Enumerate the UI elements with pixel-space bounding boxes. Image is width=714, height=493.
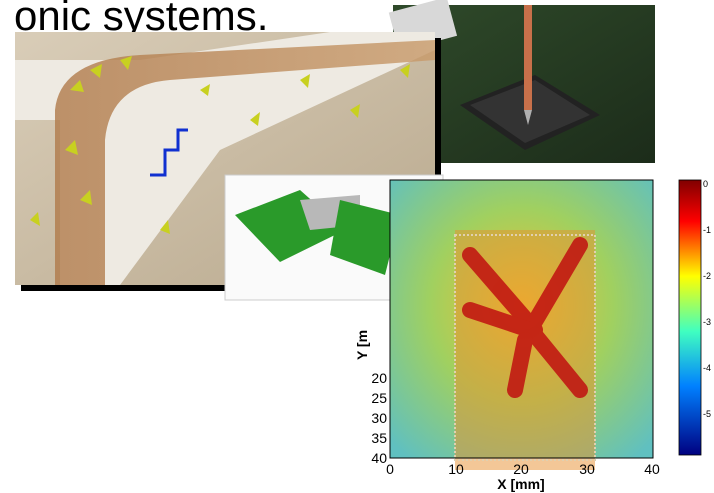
x-tick-label: 10 bbox=[448, 461, 464, 477]
x-tick-label: 40 bbox=[644, 461, 660, 477]
x-ticks: 0 10 20 30 40 bbox=[386, 461, 660, 477]
y-tick-label: 30 bbox=[371, 410, 387, 426]
y-tick-label: 20 bbox=[371, 370, 387, 386]
x-axis-label: X [mm] bbox=[497, 476, 544, 492]
colorbar-tick-label: -1 bbox=[703, 225, 711, 235]
y-tick-label: 35 bbox=[371, 430, 387, 446]
y-axis-label: Y [m bbox=[354, 330, 370, 360]
y-tick-label: 25 bbox=[371, 390, 387, 406]
colorbar-ticks: 0 -1 -2 -3 -4 -5 bbox=[703, 179, 711, 419]
heatmap-figure: 20 25 30 35 40 0 10 20 30 40 X [mm] Y [m… bbox=[354, 179, 711, 492]
x-tick-label: 30 bbox=[579, 461, 595, 477]
colorbar-tick-label: -2 bbox=[703, 271, 711, 281]
colorbar-tick-label: -5 bbox=[703, 409, 711, 419]
colorbar bbox=[679, 180, 701, 455]
field-simulation-image bbox=[15, 32, 443, 300]
x-tick-label: 20 bbox=[513, 461, 529, 477]
colorbar-tick-label: -3 bbox=[703, 317, 711, 327]
y-ticks: 20 25 30 35 40 bbox=[371, 370, 387, 466]
colorbar-tick-label: -4 bbox=[703, 363, 711, 373]
slide: onic systems. bbox=[0, 0, 714, 493]
colorbar-tick-label: 0 bbox=[703, 179, 708, 189]
slide-canvas: onic systems. bbox=[0, 0, 714, 493]
y-tick-label: 40 bbox=[371, 450, 387, 466]
x-tick-label: 0 bbox=[386, 461, 394, 477]
